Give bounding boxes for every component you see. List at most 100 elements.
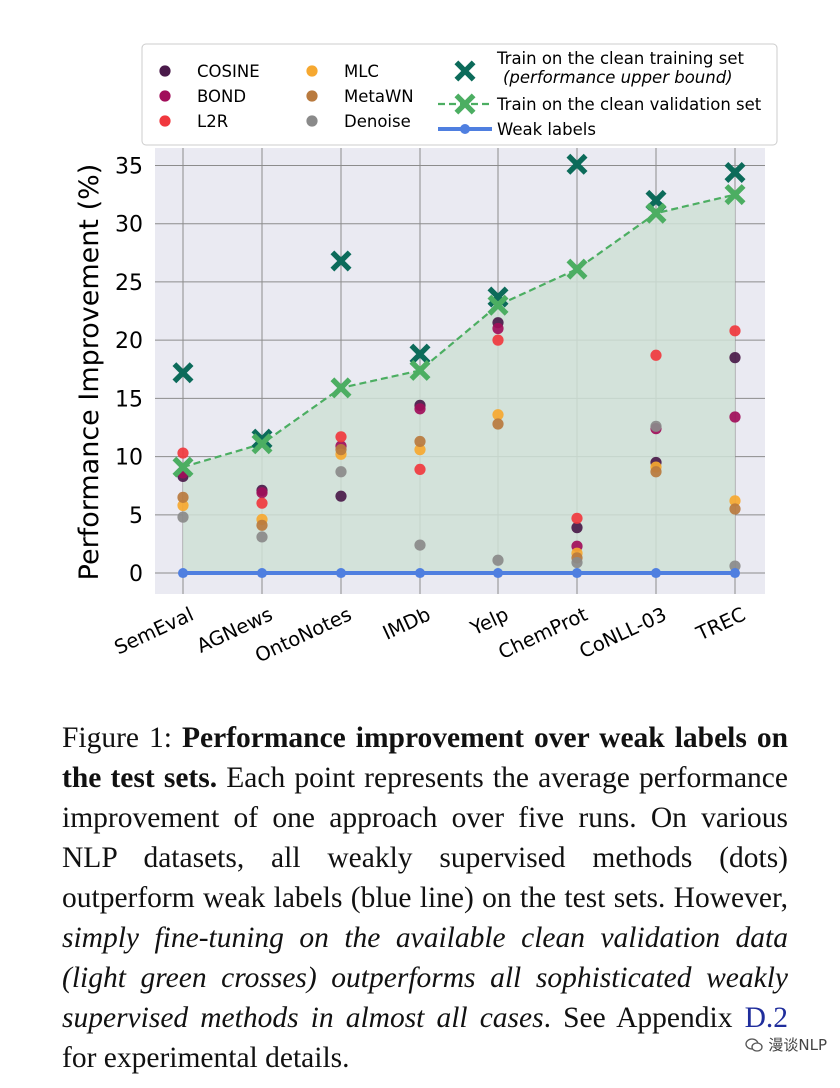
point-denoise	[650, 420, 662, 432]
legend-marker-metawn	[306, 90, 318, 102]
x-tick-label: CoNLL-03	[576, 603, 670, 663]
point-metawn	[414, 435, 426, 448]
y-tick-label: 15	[115, 387, 143, 412]
point-denoise	[335, 466, 347, 478]
legend-marker-mlc	[306, 65, 318, 77]
legend-label-metawn: MetaWN	[344, 87, 414, 106]
point-mlc	[177, 499, 189, 512]
point-denoise	[256, 531, 268, 543]
point-metawn	[335, 444, 347, 456]
legend-label-l2r: L2R	[197, 112, 228, 131]
point-denoise	[492, 554, 504, 566]
point-l2r	[650, 349, 662, 361]
clean-train-marker	[251, 428, 273, 450]
legend-marker-denoise	[306, 115, 318, 127]
clean-val-area	[183, 194, 735, 574]
clean-val-marker	[645, 202, 667, 224]
weak-labels-point	[572, 568, 582, 579]
point-mlc	[414, 444, 426, 456]
legend-marker-clean-val	[454, 93, 476, 115]
legend-label-cosine: COSINE	[197, 62, 260, 81]
y-tick-label: 20	[115, 329, 143, 354]
point-l2r	[335, 431, 347, 443]
legend-marker-clean-train	[454, 60, 476, 82]
point-denoise	[414, 539, 426, 551]
appendix-link[interactable]: D.2	[744, 1002, 789, 1034]
figure-caption: Figure 1: Performance improvement over w…	[62, 718, 788, 1078]
clean-val-marker	[487, 294, 509, 316]
legend-box	[141, 43, 778, 146]
legend-label-mlc: MLC	[344, 62, 379, 81]
point-denoise	[571, 556, 583, 569]
caption-label: Figure 1:	[62, 722, 172, 754]
point-l2r	[571, 512, 583, 524]
clean-train-marker	[172, 362, 194, 384]
x-tick-label: TREC	[692, 603, 749, 646]
clean-val-marker	[566, 258, 588, 280]
y-axis-label: Performance Improvement (%)	[74, 164, 105, 581]
point-cosine	[335, 490, 347, 502]
point-l2r	[177, 447, 189, 459]
weak-labels-point	[178, 568, 188, 579]
caption-text-3: for experimental details.	[62, 1042, 350, 1074]
caption-bold-title: Performance improvement over weak labels…	[62, 722, 789, 794]
point-bond	[729, 411, 741, 423]
point-l2r	[414, 463, 426, 475]
legend-label-denoise: Denoise	[344, 112, 411, 131]
legend-marker-bond	[159, 90, 171, 102]
point-l2r	[492, 334, 504, 346]
legend-marker-cosine	[159, 65, 171, 77]
clean-train-marker	[409, 343, 431, 365]
y-tick-label: 30	[115, 213, 143, 238]
watermark-text: 漫谈NLP	[768, 1036, 827, 1054]
weak-labels-point	[651, 568, 661, 579]
clean-val-marker	[330, 377, 352, 399]
y-tick-label: 10	[115, 446, 143, 471]
x-tick-label: Yelp	[466, 603, 512, 641]
clean-val-line	[182, 193, 736, 469]
y-tick-label: 0	[129, 562, 143, 587]
point-mlc	[492, 409, 504, 421]
weak-labels-point	[493, 568, 503, 579]
clean-train-marker	[724, 161, 746, 183]
point-metawn	[729, 503, 741, 515]
x-tick-label: ChemProt	[495, 603, 592, 664]
point-l2r	[729, 325, 741, 337]
y-tick-label: 25	[115, 271, 143, 296]
legend-note-clean-train: (performance upper bound)	[503, 68, 733, 87]
legend-marker-weak	[460, 124, 470, 134]
point-mlc	[729, 495, 741, 507]
point-metawn	[492, 418, 504, 430]
clean-train-marker	[566, 153, 588, 175]
legend: COSINE BOND L2R MLC MetaWN Denoise Train on th…	[141, 43, 778, 146]
point-metawn	[650, 466, 662, 478]
clean-val-marker	[172, 456, 194, 478]
weak-labels-point	[336, 568, 346, 579]
wechat-icon	[745, 1037, 764, 1052]
legend-label-clean-val: Train on the clean validation set	[496, 95, 762, 114]
caption-text-2: . See Appendix	[543, 1002, 733, 1034]
legend-label-clean-train: Train on the clean training set	[496, 49, 744, 68]
clean-train-marker	[330, 250, 352, 272]
clean-val-marker	[724, 184, 746, 206]
point-bond	[414, 403, 426, 415]
x-tick-label: IMDb	[379, 603, 434, 645]
caption-text-1: Each point represents the average perfor…	[62, 762, 788, 914]
point-metawn	[256, 519, 268, 531]
x-tick-label: SemEval	[111, 603, 197, 660]
clean-val-marker	[251, 433, 273, 455]
point-cosine	[729, 352, 741, 364]
point-bond	[492, 322, 504, 335]
weak-labels-point	[730, 568, 740, 579]
clean-val-marker	[409, 359, 431, 381]
legend-marker-l2r	[159, 115, 171, 127]
point-cosine	[571, 522, 583, 534]
weak-labels-point	[257, 568, 267, 579]
watermark: 漫谈NLP	[742, 1033, 830, 1056]
y-tick-label: 35	[115, 154, 143, 179]
y-axis-label-group: Performance Improvement (%)	[74, 164, 105, 581]
weak-labels-point	[415, 568, 425, 579]
point-denoise	[729, 560, 741, 572]
caption-italic: simply fine-tuning on the available clea…	[62, 922, 788, 1034]
